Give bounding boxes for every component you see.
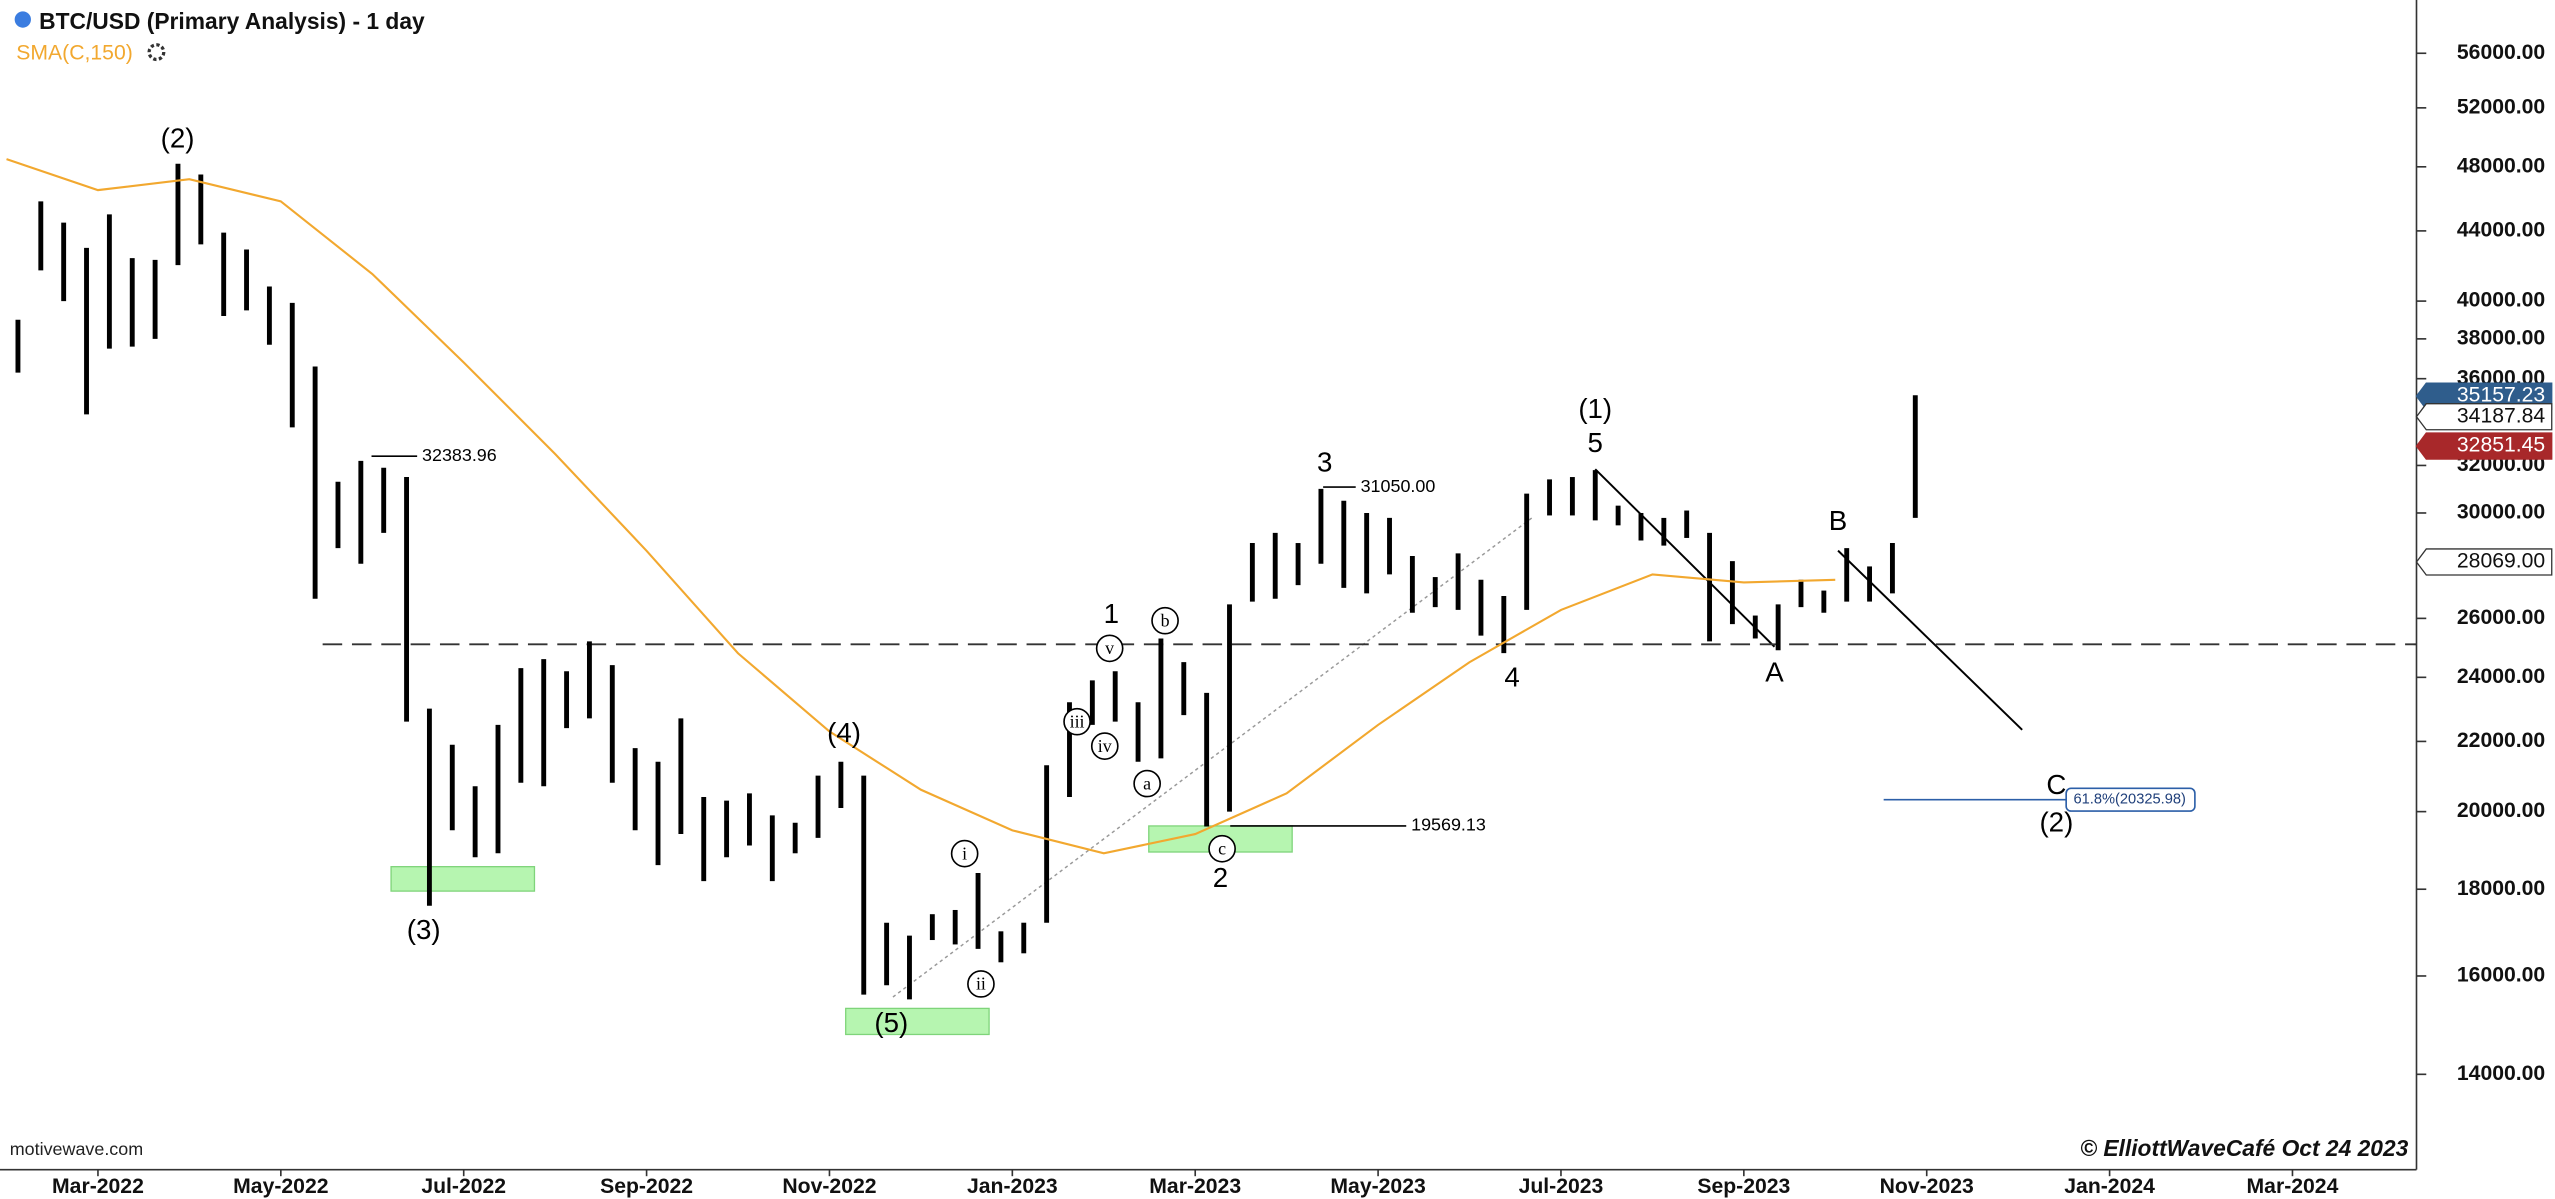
wave-label: B: [1829, 505, 1847, 536]
wave-label: (2): [161, 122, 195, 153]
y-tick-label: 22000.00: [2457, 729, 2545, 752]
y-tick-label: 20000.00: [2457, 799, 2545, 822]
wave-label: (5): [874, 1007, 908, 1038]
x-tick-label: Sep-2022: [600, 1175, 693, 1198]
trend-line: [892, 517, 1533, 998]
trend-line: [1594, 468, 1776, 648]
y-tick-label: 26000.00: [2457, 606, 2545, 629]
wave-label: a: [1143, 773, 1151, 793]
copyright: © ElliottWaveCafé Oct 24 2023: [2080, 1135, 2408, 1161]
sma-line: [6, 158, 1836, 855]
wave-label: v: [1105, 638, 1114, 658]
y-tick-label: 48000.00: [2457, 154, 2545, 177]
x-tick-label: Nov-2023: [1880, 1175, 1974, 1198]
x-tick-label: Mar-2024: [2247, 1175, 2339, 1198]
wave-circle: [1095, 634, 1124, 663]
x-tick-label: Jan-2024: [2064, 1175, 2155, 1198]
legend-entry: SMA(C,150): [16, 41, 132, 64]
wave-label: 3: [1317, 447, 1332, 478]
x-tick-label: Mar-2023: [1149, 1175, 1241, 1198]
wave-label: b: [1161, 610, 1170, 630]
price-marker-label: 28069.00: [2457, 550, 2545, 573]
y-tick-label: 40000.00: [2457, 289, 2545, 312]
x-tick-label: Jul-2023: [1519, 1175, 1604, 1198]
price-marker: [2415, 432, 2553, 460]
price-marker: [2415, 403, 2553, 431]
wave-label: (4): [827, 717, 861, 748]
y-tick-label: 52000.00: [2457, 95, 2545, 118]
wave-label: i: [962, 843, 967, 863]
wave-circle: [1133, 769, 1161, 798]
wave-label: 1: [1104, 598, 1119, 629]
y-tick-label: 38000.00: [2457, 326, 2545, 349]
wave-circle: [1208, 834, 1236, 863]
x-tick-label: May-2023: [1330, 1175, 1426, 1198]
price-callout: 19569.13: [1411, 815, 1486, 835]
x-tick-label: Sep-2023: [1697, 1175, 1790, 1198]
support-zone: [845, 1007, 990, 1036]
price-marker-label: 34187.84: [2457, 404, 2546, 427]
wave-label: (2): [2039, 807, 2073, 838]
x-tick-label: Jan-2023: [967, 1175, 1058, 1198]
y-tick-label: 18000.00: [2457, 877, 2545, 900]
settings-icon[interactable]: [147, 43, 166, 62]
price-marker-label: 35157.23: [2457, 384, 2545, 407]
wave-label: (3): [407, 914, 441, 945]
wave-label: c: [1218, 838, 1226, 858]
wave-label: ii: [976, 974, 986, 994]
wave-circle: [950, 839, 979, 868]
wave-label: A: [1765, 657, 1784, 688]
plot-area: [6, 158, 2417, 1036]
wave-circle: [1063, 707, 1091, 736]
y-tick-label: 30000.00: [2457, 501, 2545, 524]
wave-circle: [1090, 732, 1119, 760]
fib-label: 61.8%(20325.98): [2073, 792, 2185, 808]
price-callout: 32383.96: [422, 445, 497, 465]
price-callout: 31050.00: [1361, 476, 1436, 496]
price-marker: [2415, 548, 2553, 576]
support-zone: [390, 866, 536, 892]
y-tick-label: 14000.00: [2457, 1062, 2545, 1085]
y-tick-label: 56000.00: [2457, 41, 2545, 64]
x-tick-label: Mar-2022: [52, 1175, 144, 1198]
chart-title: BTC/USD (Primary Analysis) - 1 day: [39, 8, 425, 34]
x-tick-label: Jul-2022: [421, 1175, 506, 1198]
wave-circle: [1151, 606, 1179, 635]
wave-circle: [967, 970, 995, 998]
fib-box: [2065, 787, 2196, 812]
wave-label: C: [2046, 769, 2066, 800]
y-tick-label: 16000.00: [2457, 964, 2545, 987]
x-tick-label: May-2022: [233, 1175, 328, 1198]
wave-label: 5: [1588, 427, 1603, 458]
symbol-dot: [14, 11, 31, 28]
x-tick-label: Nov-2022: [782, 1175, 876, 1198]
wave-label: 4: [1504, 662, 1519, 693]
wave-label: iv: [1098, 736, 1112, 756]
y-tick-label: 24000.00: [2457, 665, 2545, 688]
watermark: motivewave.com: [10, 1139, 143, 1159]
y-tick-label: 44000.00: [2457, 218, 2545, 241]
wave-label: (1): [1578, 393, 1612, 424]
wave-label: 2: [1213, 862, 1228, 893]
price-marker-label: 32851.45: [2457, 434, 2545, 457]
wave-label: iii: [1070, 711, 1085, 731]
